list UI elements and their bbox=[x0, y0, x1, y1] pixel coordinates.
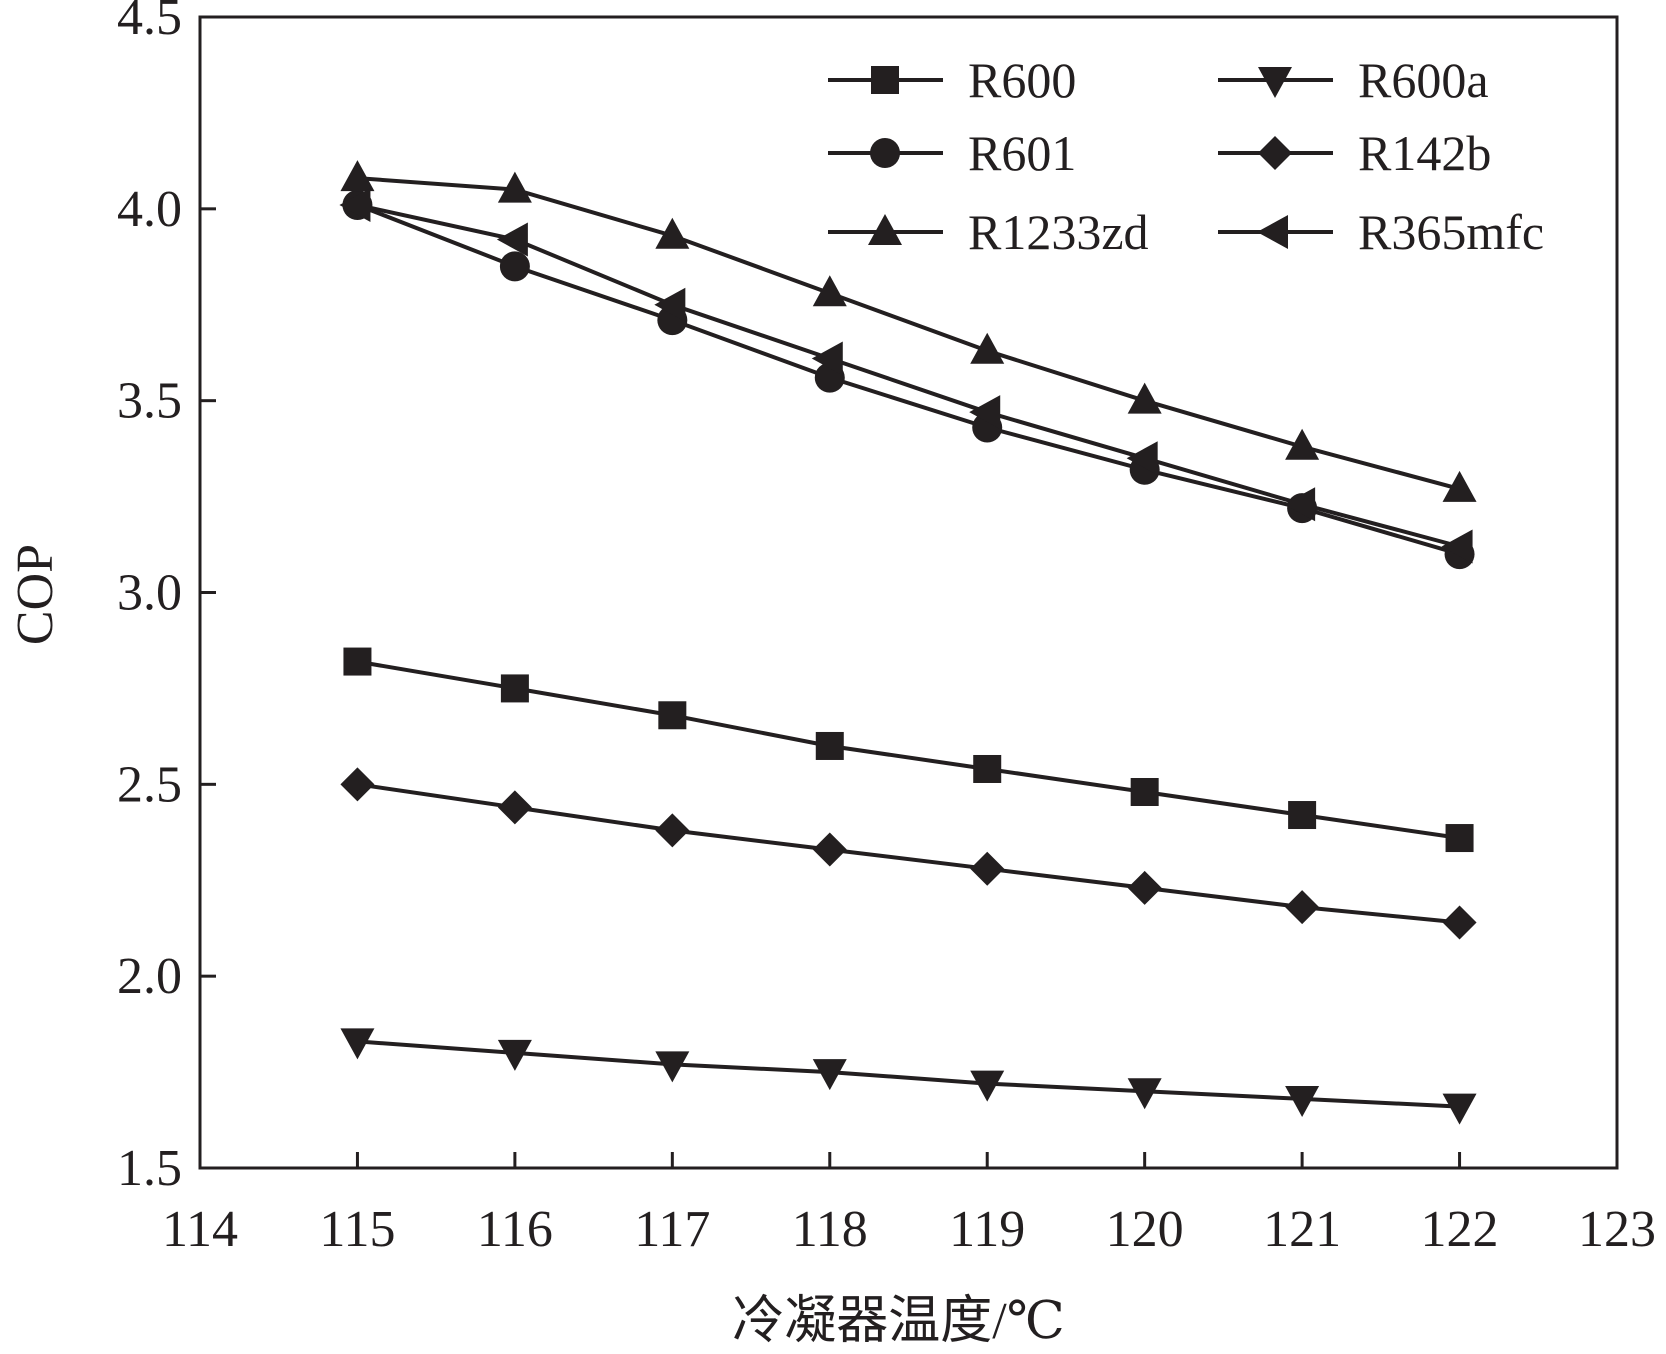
data-point-r1233zd-117 bbox=[655, 217, 690, 249]
data-point-r600a-121 bbox=[1285, 1085, 1320, 1117]
y-tick-label-3.5: 3.5 bbox=[117, 373, 182, 430]
x-tick-label-120: 120 bbox=[1106, 1201, 1184, 1258]
data-point-r600-117 bbox=[658, 701, 687, 730]
y-axis-title: COP bbox=[7, 544, 64, 645]
series-r365mfc bbox=[339, 187, 1473, 564]
legend-marker-r600a bbox=[1258, 67, 1292, 98]
legend-item-r601: R601 bbox=[828, 125, 1076, 181]
data-point-r600-116 bbox=[500, 674, 529, 703]
data-point-r142b-119 bbox=[970, 851, 1005, 886]
data-point-r142b-121 bbox=[1285, 890, 1320, 925]
data-point-r365mfc-116 bbox=[496, 222, 528, 257]
legend-label-r142b: R142b bbox=[1358, 125, 1491, 181]
data-point-r1233zd-120 bbox=[1127, 382, 1162, 414]
series-layer bbox=[339, 160, 1477, 1125]
legend-label-r600a: R600a bbox=[1358, 52, 1489, 108]
series-line-r365mfc bbox=[356, 203, 1461, 549]
legend-label-r601: R601 bbox=[968, 125, 1076, 181]
data-point-r600-118 bbox=[815, 731, 844, 760]
legend-item-r365mfc: R365mfc bbox=[1218, 204, 1544, 260]
series-r600 bbox=[343, 647, 1474, 853]
data-point-r600a-115 bbox=[340, 1028, 375, 1060]
series-line-r1233zd bbox=[357, 176, 1461, 491]
data-point-r142b-116 bbox=[497, 790, 532, 825]
legend-label-r365mfc: R365mfc bbox=[1358, 204, 1544, 260]
legend-marker-r1233zd bbox=[868, 214, 902, 245]
data-point-r600a-117 bbox=[655, 1051, 690, 1083]
series-line-r601 bbox=[356, 203, 1461, 557]
data-point-r600a-119 bbox=[970, 1070, 1005, 1102]
data-point-r600-120 bbox=[1130, 778, 1159, 807]
legend-marker-r142b bbox=[1258, 136, 1292, 170]
y-tick-label-4.0: 4.0 bbox=[117, 181, 182, 238]
data-point-r142b-122 bbox=[1442, 905, 1477, 940]
legend-label-r1233zd: R1233zd bbox=[968, 204, 1149, 260]
plot-frame bbox=[198, 15, 1619, 1170]
x-tick-label-122: 122 bbox=[1421, 1201, 1499, 1258]
data-point-r1233zd-122 bbox=[1442, 470, 1477, 502]
legend-item-r1233zd: R1233zd bbox=[828, 204, 1149, 260]
series-r142b bbox=[340, 767, 1477, 940]
y-tick-label-1.5: 1.5 bbox=[117, 1140, 182, 1197]
data-point-r1233zd-115 bbox=[340, 160, 375, 192]
data-point-r1233zd-119 bbox=[970, 332, 1005, 364]
data-point-r365mfc-118 bbox=[811, 341, 843, 376]
x-tick-label-115: 115 bbox=[319, 1201, 395, 1258]
data-point-r142b-115 bbox=[340, 767, 375, 802]
data-point-r1233zd-121 bbox=[1285, 428, 1320, 460]
data-point-r600a-116 bbox=[497, 1039, 532, 1071]
legend-item-r142b: R142b bbox=[1218, 125, 1491, 181]
data-point-r600a-118 bbox=[812, 1059, 847, 1091]
data-point-r600-119 bbox=[973, 754, 1002, 783]
data-point-r600a-120 bbox=[1127, 1078, 1162, 1110]
legend-item-r600a: R600a bbox=[1218, 52, 1489, 108]
data-point-r600a-122 bbox=[1442, 1093, 1477, 1125]
data-point-r365mfc-122 bbox=[1441, 529, 1473, 564]
data-point-r365mfc-115 bbox=[339, 187, 371, 222]
legend-item-r600: R600 bbox=[828, 52, 1076, 108]
data-point-r1233zd-116 bbox=[497, 171, 532, 203]
x-tick-label-116: 116 bbox=[477, 1201, 553, 1258]
y-tick-label-3.0: 3.0 bbox=[117, 565, 182, 622]
x-tick-label-123: 123 bbox=[1578, 1201, 1656, 1258]
legend-marker-r365mfc bbox=[1257, 215, 1288, 249]
data-point-r600-122 bbox=[1445, 824, 1474, 853]
data-point-r365mfc-117 bbox=[654, 287, 686, 322]
series-line-r600a bbox=[357, 1039, 1460, 1109]
data-point-r365mfc-119 bbox=[969, 395, 1001, 430]
x-tick-label-117: 117 bbox=[634, 1201, 710, 1258]
data-point-r142b-117 bbox=[655, 813, 690, 848]
series-line-r600 bbox=[357, 659, 1460, 840]
data-point-r1233zd-118 bbox=[812, 275, 847, 307]
y-tick-label-4.5: 4.5 bbox=[117, 0, 182, 46]
legend-marker-r601 bbox=[870, 138, 900, 168]
data-point-r142b-120 bbox=[1127, 870, 1162, 905]
x-tick-label-118: 118 bbox=[792, 1201, 868, 1258]
data-point-r142b-118 bbox=[812, 832, 847, 867]
x-axis-title: 冷凝器温度/℃ bbox=[732, 1293, 1065, 1350]
data-point-r365mfc-120 bbox=[1126, 441, 1158, 476]
data-point-r600-115 bbox=[343, 647, 372, 676]
series-r600a bbox=[340, 1028, 1477, 1125]
data-point-r600-121 bbox=[1288, 801, 1317, 830]
axis-layer: 114 115 116 117 118 119 120 121 122 123 1.5 2.0 2.5 3… bbox=[7, 0, 1656, 1350]
data-point-r365mfc-121 bbox=[1284, 487, 1316, 522]
legend: R600 R601 R1233zd R600a R142b R365mfc bbox=[828, 52, 1544, 260]
legend-marker-r600 bbox=[871, 66, 899, 94]
x-tick-label-121: 121 bbox=[1263, 1201, 1341, 1258]
x-tick-label-114: 114 bbox=[162, 1201, 238, 1258]
y-tick-label-2.0: 2.0 bbox=[117, 948, 182, 1005]
data-point-r601-116 bbox=[499, 251, 530, 282]
series-r1233zd bbox=[340, 160, 1477, 502]
y-tick-label-2.5: 2.5 bbox=[117, 756, 182, 813]
x-tick-label-119: 119 bbox=[949, 1201, 1025, 1258]
series-line-r142b bbox=[357, 782, 1460, 925]
legend-label-r600: R600 bbox=[968, 52, 1076, 108]
